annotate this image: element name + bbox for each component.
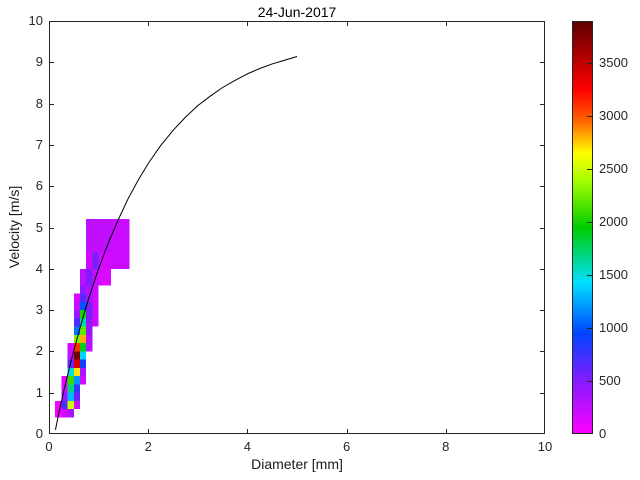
- heatmap-cell: [67, 384, 74, 393]
- y-tick-label: 9: [35, 54, 43, 70]
- heatmap-cell: [73, 359, 80, 368]
- y-tick-label: 1: [35, 384, 43, 400]
- heatmap-cell: [80, 343, 87, 352]
- heatmap-cell: [67, 351, 74, 360]
- heatmap-cell: [73, 310, 80, 319]
- x-axis-label: Diameter [mm]: [251, 456, 343, 472]
- heatmap-cell: [67, 343, 74, 352]
- heatmap-cell: [86, 285, 93, 294]
- heatmap-cell: [80, 268, 87, 286]
- colorbar-tick-label: 3500: [599, 55, 628, 71]
- heatmap-cell: [67, 367, 74, 377]
- heatmap-cell: [92, 252, 99, 269]
- heatmap-cell: [61, 400, 68, 410]
- x-tick-label: 2: [144, 439, 152, 454]
- heatmap-cell: [73, 318, 80, 327]
- heatmap-cell: [73, 392, 80, 401]
- heatmap-cell: [111, 219, 130, 269]
- y-tick-label: 10: [28, 13, 43, 28]
- heatmap-cell: [86, 318, 93, 335]
- y-tick-label: 8: [35, 95, 43, 111]
- x-tick-label: 10: [537, 439, 553, 454]
- heatmap-cell: [73, 301, 80, 311]
- heatmap-cell: [80, 293, 87, 302]
- heatmap-cell: [86, 334, 93, 352]
- heatmap-cell: [92, 285, 99, 294]
- x-tick-label: 8: [442, 439, 450, 454]
- colorbar-tick-label: 2000: [599, 214, 628, 230]
- heatmap-cell: [80, 318, 87, 327]
- heatmap-cell: [73, 326, 80, 335]
- heatmap-cell: [73, 376, 80, 385]
- heatmap-cell: [67, 392, 74, 401]
- heatmap-cell: [73, 343, 80, 352]
- colorbar-tick-label: 3000: [599, 108, 628, 124]
- heatmap-cell: [61, 392, 68, 401]
- heatmap-cell: [73, 384, 80, 393]
- heatmap-cell: [55, 400, 62, 410]
- heatmap-cell: [73, 367, 80, 377]
- x-tick-label: 4: [243, 439, 252, 454]
- heatmap-cell: [92, 310, 99, 327]
- heatmap-cell: [80, 301, 87, 311]
- colorbar-tick-label: 1000: [599, 320, 628, 336]
- colorbar-tick-label: 1500: [599, 267, 628, 283]
- heatmap-cell: [80, 376, 87, 385]
- heatmap-cell: [61, 376, 68, 385]
- colorbar: [572, 21, 593, 434]
- heatmap-cell: [86, 301, 93, 319]
- terminal-velocity-curve: [54, 56, 298, 430]
- heatmap-cell: [67, 400, 74, 410]
- heatmap-cell: [86, 219, 111, 253]
- heatmap-cell: [92, 293, 99, 311]
- heatmap-cell: [80, 310, 87, 319]
- heatmap-cell: [98, 252, 111, 269]
- heatmap-cell: [98, 268, 105, 286]
- chart-title: 24-Jun-2017: [257, 4, 337, 20]
- heatmap-cell: [73, 293, 80, 302]
- heatmap-cell: [80, 285, 87, 294]
- colorbar-tick-label: 0: [599, 426, 607, 441]
- heatmap-cell: [80, 326, 87, 335]
- heatmap-cell: [61, 409, 68, 418]
- colorbar-tick-label: 500: [599, 373, 621, 389]
- y-tick-label: 7: [35, 136, 43, 152]
- heatmap-canvas: [49, 21, 545, 434]
- x-tick-label: 6: [342, 439, 351, 454]
- heatmap-cell: [67, 376, 74, 385]
- heatmap-cell: [80, 351, 87, 360]
- heatmap-cell: [73, 400, 80, 410]
- heatmap-cell: [80, 359, 87, 368]
- y-axis-label: Velocity [m/s]: [6, 185, 22, 269]
- heatmap-cell: [67, 409, 74, 418]
- x-tick-label: 0: [45, 439, 53, 454]
- heatmap-cell: [86, 268, 93, 286]
- colorbar-tick-label: 2500: [599, 161, 628, 177]
- plot-area: [49, 21, 545, 434]
- y-tick-label: 3: [35, 302, 43, 318]
- heatmap-cell: [86, 252, 93, 269]
- y-tick-label: 0: [35, 426, 43, 441]
- heatmap-cell: [80, 334, 87, 344]
- y-tick-label: 2: [35, 343, 43, 359]
- heatmap-cell: [80, 367, 87, 377]
- heatmap-cell: [73, 351, 80, 360]
- heatmap-cell: [104, 268, 111, 286]
